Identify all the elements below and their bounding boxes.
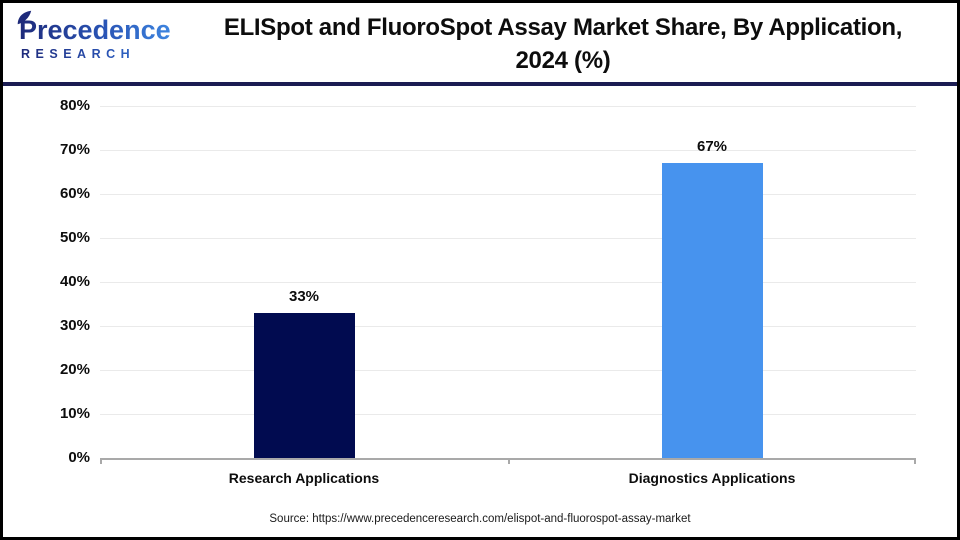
bar-value-label: 67% <box>696 138 728 156</box>
gridline <box>100 282 916 283</box>
axis-tick <box>100 458 102 464</box>
gridline <box>100 238 916 239</box>
y-tick-label: 50% <box>59 229 90 246</box>
x-category-label: Research Applications <box>228 470 380 486</box>
page-title-line1: ELISpot and FluoroSpot Assay Market Shar… <box>223 14 903 41</box>
gridline <box>100 150 916 151</box>
y-tick-label: 70% <box>59 141 90 158</box>
page-title-line2: 2024 (%) <box>515 47 611 74</box>
gridline <box>100 106 916 107</box>
axis-tick <box>508 458 510 464</box>
bar-research-applications <box>253 312 355 458</box>
y-tick-label: 0% <box>68 449 90 466</box>
logo-name: Precedence <box>19 15 171 45</box>
header: Precedence RESEARCH ELISpot and FluoroSp… <box>3 3 957 82</box>
y-tick-label: 40% <box>59 273 90 290</box>
plot-area: 0% 10% 20% 30% 40% 50% 60% 70% 80% 33% Research Ap… <box>60 97 916 486</box>
source-line: Source: https://www.precedenceresearch.c… <box>269 513 691 525</box>
axis-tick <box>914 458 916 464</box>
y-tick-label: 80% <box>59 97 90 114</box>
y-tick-label: 60% <box>59 185 90 202</box>
gridline <box>100 194 916 195</box>
bar-value-label: 33% <box>288 287 320 305</box>
gridline <box>100 370 916 371</box>
header-divider <box>3 82 957 86</box>
logo-subtitle: RESEARCH <box>21 47 179 61</box>
x-category-label: Diagnostics Applications <box>628 470 796 486</box>
y-tick-label: 10% <box>59 405 90 422</box>
page-title: ELISpot and FluoroSpot Assay Market Shar… <box>188 11 938 77</box>
bar-diagnostics-applications <box>661 163 763 458</box>
y-tick-label: 20% <box>59 361 90 378</box>
gridline <box>100 326 916 327</box>
y-tick-label: 30% <box>59 317 90 334</box>
gridline <box>100 414 916 415</box>
precedence-research-logo: Precedence RESEARCH <box>17 10 179 75</box>
